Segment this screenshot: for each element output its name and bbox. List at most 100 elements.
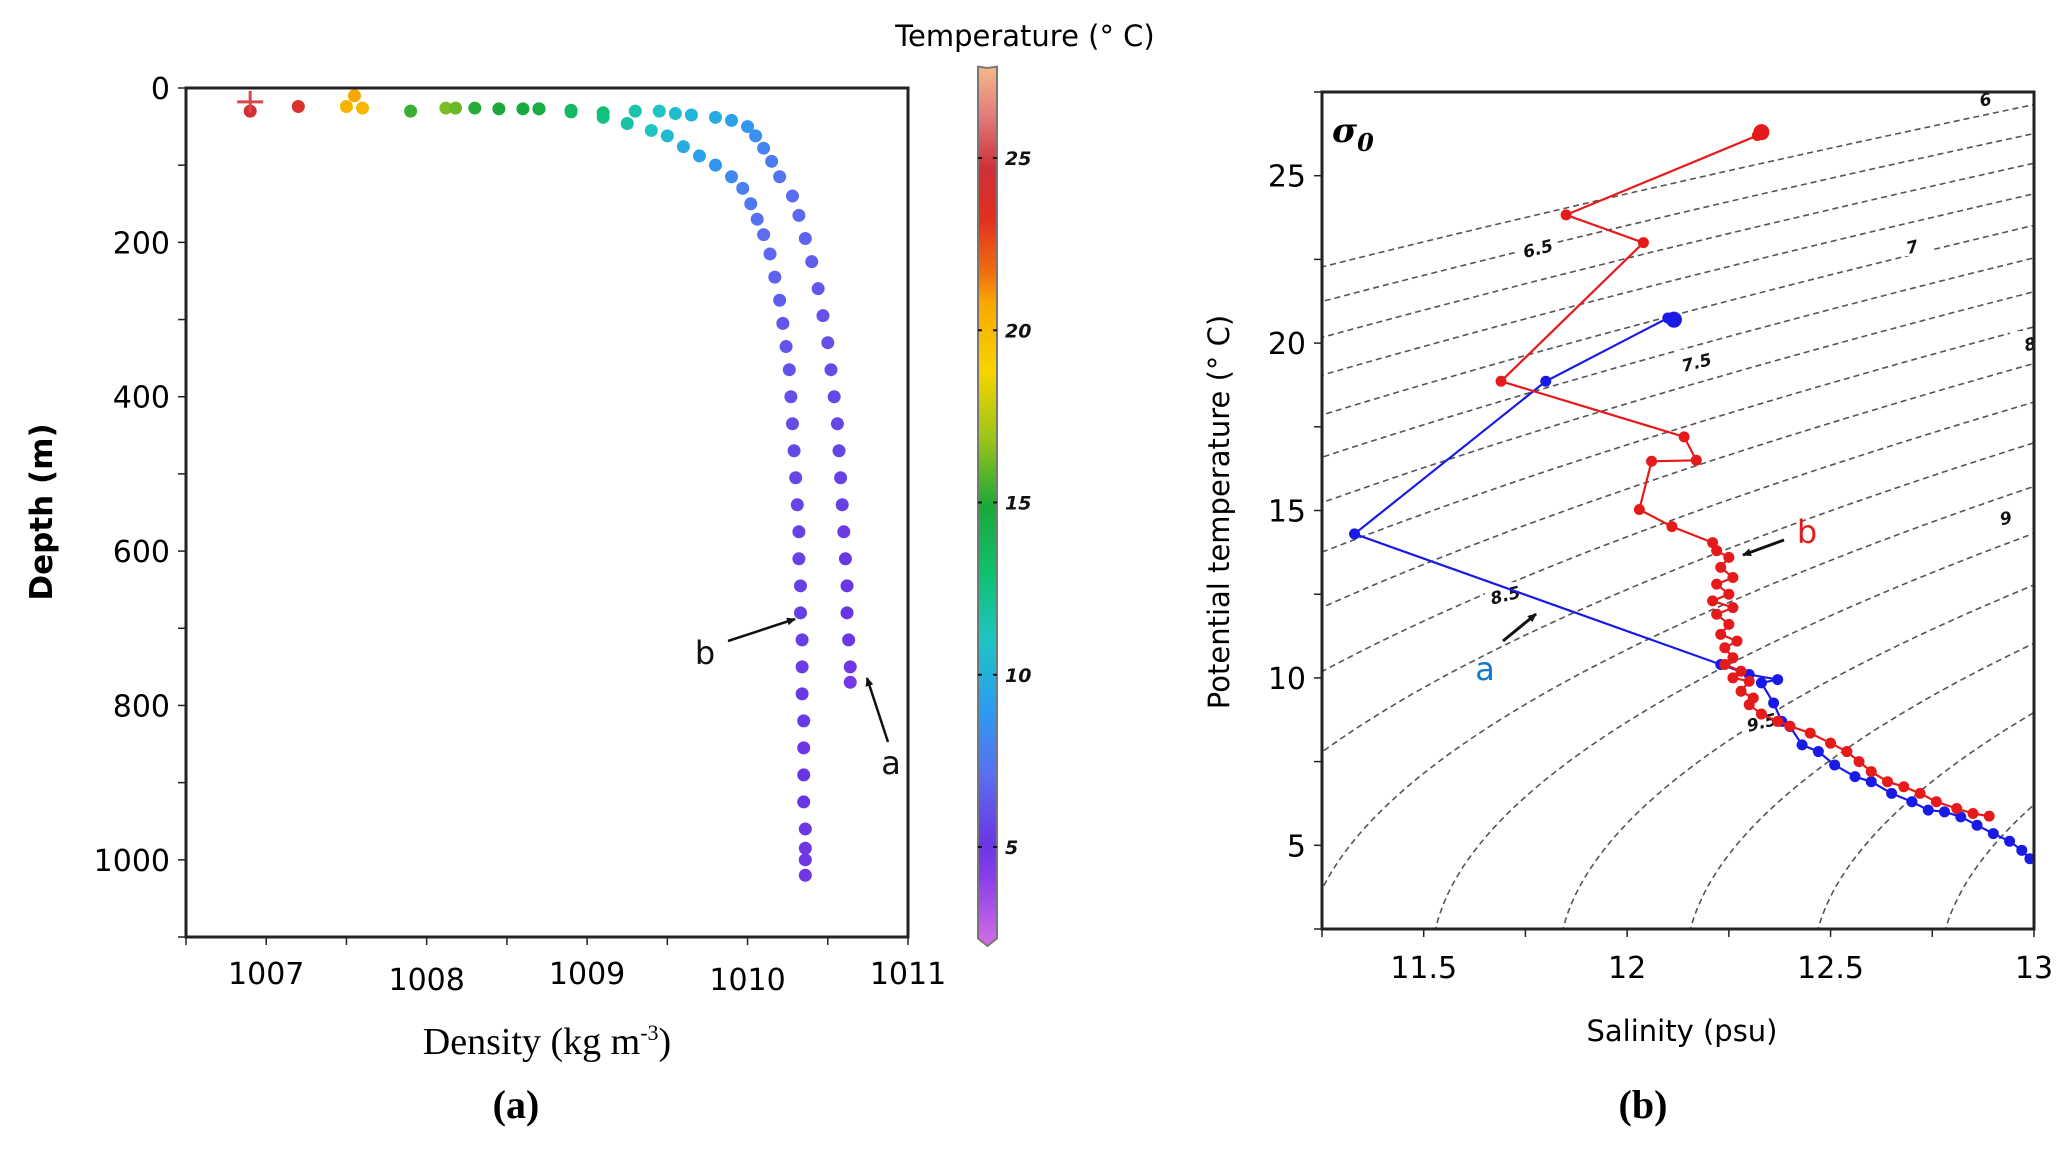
profile-b-point (750, 212, 764, 226)
colorbar-gradient (977, 65, 998, 948)
x-tick-label: 11.5 (1390, 951, 1457, 986)
ts-point-a (1865, 776, 1877, 788)
contour-label: 6 (1977, 89, 1993, 111)
x-tick-label: 12.5 (1797, 951, 1864, 986)
ts-point-a (1829, 759, 1841, 771)
annotation-b-label: b (695, 634, 715, 672)
ts-point-b (1715, 628, 1727, 640)
profile-b-point (564, 105, 578, 119)
ts-point-b (1727, 652, 1739, 664)
ts-point-a (2024, 853, 2034, 865)
profile-a-point (840, 579, 854, 593)
ts-point-b (1723, 588, 1735, 600)
profile-b-point (789, 471, 803, 485)
ts-point-b (1772, 715, 1784, 727)
profile-b-point (660, 129, 674, 143)
x-tick-label: 1011 (870, 957, 946, 992)
profile-a-point (628, 104, 642, 118)
ts-point-b (1711, 578, 1723, 590)
y-tick-label: 600 (113, 535, 170, 570)
annotation-b-label: b (1797, 513, 1817, 551)
profile-a-point (757, 141, 771, 155)
ts-point-a (1755, 677, 1767, 689)
sigma0-contour-5.75 (1322, 103, 2034, 268)
ts-point-b (1951, 802, 1963, 814)
surface-point (291, 100, 305, 114)
surface-point (516, 102, 530, 116)
panel-b-caption: (b) (1619, 1082, 1668, 1127)
ts-point-b (1731, 635, 1743, 647)
sigma-subscript: 0 (1357, 128, 1374, 157)
sigma0-contour-labels: 66.5 77.588.599.5 (1485, 86, 2050, 737)
y-tick-label: 15 (1268, 495, 1306, 530)
surface-point (468, 101, 482, 115)
ts-point-b (1719, 642, 1731, 654)
profile-b-point (744, 197, 758, 211)
contour-label-bg (1517, 235, 1558, 258)
panel-a-annotation-a: a (865, 677, 901, 782)
profile-a-point (785, 189, 799, 203)
sigma0-contour-8 (1322, 401, 2034, 673)
y-tick-label: 400 (113, 381, 170, 416)
profile-b-point (692, 149, 706, 163)
ts-point-a (2004, 835, 2016, 847)
profile-a-point (811, 282, 825, 296)
ts-point-b (1678, 431, 1690, 443)
profile-b-point (776, 316, 790, 330)
profile-b-point (779, 340, 793, 354)
profile-b-point (792, 552, 806, 566)
profile-a-point (749, 129, 763, 143)
profile-b-point (725, 170, 739, 184)
panel-a-y-axis-title: Depth (m) (24, 423, 60, 600)
ts-point-b (1707, 595, 1719, 607)
ts-point-b (1825, 737, 1837, 749)
sigma0-contour-6.75 (1322, 224, 2034, 416)
sigma0-contour-9.75 (1944, 803, 2034, 929)
profile-a-point (684, 108, 698, 122)
panel-b: 66.5 77.588.599.5 11.5 12 12.5 13 510152025 … (1202, 86, 2053, 1127)
sigma0-contour-7.75 (1322, 362, 2034, 609)
profile-b-point (532, 102, 546, 116)
profile-b-point (768, 270, 782, 284)
y-tick-label: 800 (113, 689, 170, 724)
panel-b-series (1349, 124, 2034, 865)
ts-point-b (1804, 727, 1816, 739)
profile-a-point (765, 154, 779, 168)
profile-b-point (596, 110, 610, 124)
colorbar-tick-label: 20 (1005, 320, 1031, 342)
ts-point-b (1637, 237, 1649, 249)
profile-a-point (725, 113, 739, 127)
ts-point-b (1865, 766, 1877, 778)
panel-a-x-axis-title: Density (kg m-3) (423, 1020, 671, 1063)
profile-b-point (773, 293, 787, 307)
profile-b-point (797, 741, 811, 755)
colorbar-tick-label: 15 (1005, 493, 1031, 515)
ts-point-b (1723, 618, 1735, 630)
sigma0-contour-6 (1322, 132, 2034, 303)
sigma0-contours (1322, 103, 2034, 929)
profile-a-point (830, 417, 844, 431)
ts-point-b (1633, 503, 1645, 515)
profile-b-point (785, 417, 799, 431)
profile-b-point (798, 868, 812, 882)
contour-label-bg (2009, 331, 2050, 354)
x-axis-title-suffix: ) (659, 1021, 672, 1063)
sigma0-contour-7 (1322, 257, 2034, 459)
annotation-a-arrow (865, 677, 890, 743)
sigma0-contour-8.75 (1434, 532, 2034, 929)
profile-b-point (795, 687, 809, 701)
ts-point-b (1495, 375, 1507, 387)
x-tick-label: 12 (1608, 951, 1646, 986)
profile-a-point (741, 120, 755, 134)
panel-b-annotation-b: b (1742, 513, 1817, 557)
profile-a (532, 102, 857, 689)
profile-a-point (835, 498, 849, 512)
profile-b-point (794, 606, 808, 620)
y-tick-label: 20 (1268, 327, 1306, 362)
profile-a-point (668, 106, 682, 120)
contour-label-bg (1485, 582, 1526, 605)
ts-point-b (1727, 602, 1739, 614)
y-tick-label: 5 (1287, 829, 1306, 864)
y-tick-label: 10 (1268, 662, 1306, 697)
y-tick-label: 1000 (94, 844, 170, 879)
